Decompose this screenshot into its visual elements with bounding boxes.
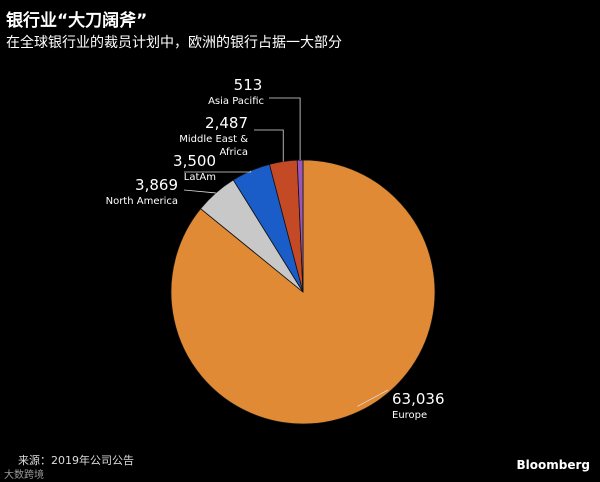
slice-label-latam: LatAm — [184, 172, 216, 183]
slice-label-middle-east-africa: Middle East & Africa — [179, 134, 248, 158]
leader-line-asia-pacific — [269, 97, 301, 161]
bloomberg-logo: Bloomberg — [516, 458, 591, 472]
pie-slices — [170, 159, 436, 425]
slice-value-asia-pacific: 513 — [234, 76, 263, 94]
slice-value-europe: 63,036 — [392, 390, 445, 408]
slice-value-latam: 3,500 — [173, 152, 216, 170]
leader-line-middle-east-africa — [254, 129, 284, 162]
slice-label-europe: Europe — [392, 410, 427, 421]
slice-label-asia-pacific: Asia Pacific — [208, 96, 264, 107]
slice-value-middle-east-africa: 2,487 — [205, 114, 248, 132]
slice-value-north-america: 3,869 — [135, 176, 178, 194]
leader-line-north-america — [183, 189, 216, 194]
leader-lines — [183, 97, 389, 407]
chart-title: 银行业“大刀阔斧” — [6, 11, 148, 31]
source-note: 来源：2019年公司公告 — [18, 454, 134, 467]
chart-subtitle: 在全球银行业的裁员计划中，欧洲的银行占据一大部分 — [6, 35, 342, 51]
watermark-text: 大数跨境 — [4, 470, 44, 481]
leader-line-latam — [184, 170, 252, 173]
slice-labels: 63,036 Europe 3,869 North America 3,500 LatAm… — [106, 76, 445, 421]
slice-label-north-america: North America — [106, 196, 178, 207]
leader-line-europe — [357, 389, 389, 407]
